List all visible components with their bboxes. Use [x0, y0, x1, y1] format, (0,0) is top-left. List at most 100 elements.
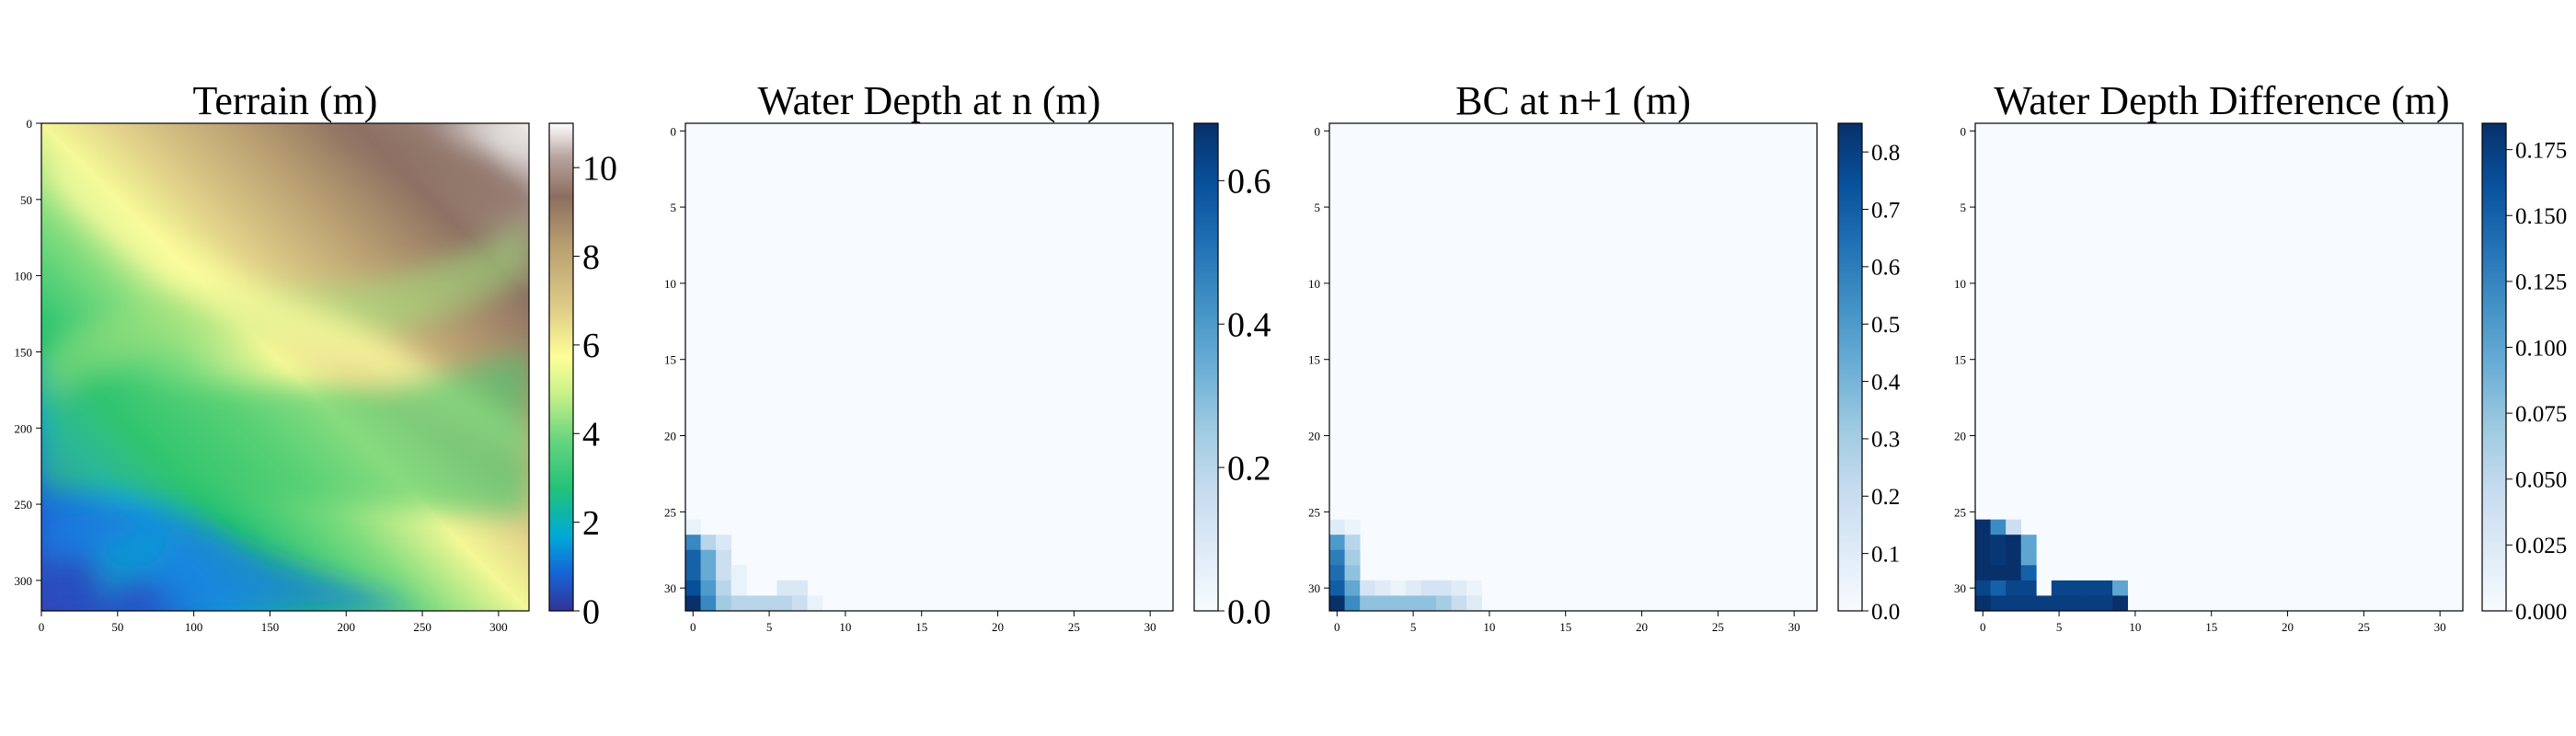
- y-tick-label: 30: [1308, 581, 1320, 595]
- y-tick-label: 0: [27, 117, 33, 131]
- colorbar-tick-label: 0.075: [2515, 402, 2567, 427]
- colorbar-tick-label: 0.8: [1871, 141, 1900, 166]
- x-tick-label: 200: [338, 620, 356, 634]
- y-tick-label: 250: [15, 498, 33, 512]
- heatmap-cell: [1344, 535, 1361, 551]
- colorbar-tick-label: 0.5: [1871, 313, 1900, 338]
- heatmap-cell: [1990, 595, 2007, 612]
- heatmap-cell: [1329, 565, 1345, 581]
- heatmap-background: [1329, 123, 1817, 611]
- heatmap-cell: [2006, 595, 2022, 612]
- heatmap-cell: [685, 565, 701, 581]
- heatmap-cell: [1466, 595, 1483, 612]
- y-tick-label: 5: [671, 201, 677, 214]
- heatmap-cell: [1360, 580, 1376, 596]
- x-tick-label: 10: [1483, 620, 1495, 634]
- heatmap-cell: [2066, 595, 2083, 612]
- heatmap-cell: [1435, 580, 1452, 596]
- colorbar-tick-label: 0.100: [2515, 336, 2567, 361]
- y-tick-label: 20: [1954, 430, 1966, 443]
- heatmap-cell: [1975, 535, 1991, 551]
- heatmap-cell: [1420, 580, 1437, 596]
- colorbar-tick-label: 0.4: [1227, 306, 1271, 345]
- x-tick-label: 5: [1410, 620, 1417, 634]
- colorbar: [1837, 122, 1863, 612]
- colorbar-tick-label: 0.125: [2515, 270, 2567, 295]
- colorbar-tick-label: 0.175: [2515, 138, 2567, 163]
- y-tick-label: 30: [664, 581, 676, 595]
- colorbar-ticks: 0.0 0.1 0.2 0.3 0.4 0.5 0.6 0.7 0.8: [1862, 141, 1901, 625]
- heatmap-cell: [700, 535, 717, 551]
- heatmap-cell: [716, 565, 732, 581]
- colorbar-tick-label: 0: [582, 592, 600, 631]
- x-tick-label: 15: [915, 620, 927, 634]
- chart-title: Terrain (m): [193, 78, 378, 123]
- heatmap-cell: [716, 580, 732, 596]
- heatmap-cell: [716, 595, 732, 612]
- heatmap-cell: [685, 549, 701, 566]
- colorbar-tick-label: 0.150: [2515, 204, 2567, 229]
- x-tick-label: 25: [1712, 620, 1724, 634]
- heatmap-cell: [685, 519, 701, 535]
- y-tick-label: 15: [1954, 353, 1966, 367]
- colorbar-ticks: 0.0 0.2 0.4 0.6: [1218, 163, 1271, 631]
- colorbar: [548, 122, 574, 612]
- heatmap-cell: [1405, 595, 1421, 612]
- y-tick-label: 300: [15, 574, 33, 588]
- heatmap-cell: [2020, 580, 2037, 596]
- heatmap-cell: [1344, 565, 1361, 581]
- heatmap-cell: [1344, 580, 1361, 596]
- y-tick-label: 5: [1315, 201, 1321, 214]
- heatmap-cell: [2020, 549, 2037, 566]
- terrain-panel: Terrain (m) 0 50 100 150 200 250 300 050100150…: [15, 78, 618, 634]
- colorbar-tick-label: 0.4: [1871, 370, 1901, 395]
- x-tick-label: 250: [413, 620, 431, 634]
- heatmap-cell: [776, 595, 793, 612]
- y-tick-label: 25: [1954, 505, 1966, 519]
- heatmap-cell: [2051, 595, 2067, 612]
- heatmap-cell: [807, 595, 823, 612]
- heatmap-cell: [1990, 580, 2007, 596]
- y-tick-label: 200: [15, 421, 33, 435]
- colorbar-tick-label: 0.050: [2515, 468, 2567, 493]
- y-tick-label: 15: [664, 353, 676, 367]
- chart-title: BC at n+1 (m): [1455, 78, 1691, 123]
- heatmap-cell: [2081, 595, 2098, 612]
- heatmap-cell: [1329, 519, 1345, 535]
- heatmap-cell: [2066, 580, 2083, 596]
- heatmap-cell: [2006, 580, 2022, 596]
- heatmap-cell: [2006, 549, 2022, 566]
- x-tick-label: 0: [39, 620, 45, 634]
- y-tick-label: 15: [1308, 353, 1320, 367]
- heatmap-cell: [2020, 535, 2037, 551]
- chart-title: Water Depth Difference (m): [1994, 78, 2449, 123]
- x-tick-label: 0: [1980, 620, 1986, 634]
- colorbar: [1193, 122, 1219, 612]
- x-tick-label: 50: [111, 620, 123, 634]
- heatmap-cell: [1344, 519, 1361, 535]
- x-tick-label: 0: [690, 620, 696, 634]
- heatmap-cell: [2006, 565, 2022, 581]
- x-axis: 0 5 10 15 20 25 30: [1980, 611, 2446, 634]
- heatmap-cell: [2112, 595, 2129, 612]
- colorbar-tick-label: 0.6: [1227, 163, 1271, 201]
- heatmap-cell: [1344, 549, 1361, 566]
- y-tick-label: 0: [671, 124, 677, 138]
- chart-title: Water Depth at n (m): [758, 78, 1101, 123]
- y-tick-label: 10: [664, 277, 676, 291]
- x-tick-label: 150: [261, 620, 280, 634]
- colorbar-tick-label: 0.1: [1871, 542, 1900, 567]
- heatmap-cell: [1975, 595, 1991, 612]
- heatmap-cell: [746, 595, 763, 612]
- heatmap-cell: [1420, 595, 1437, 612]
- heatmap-cell: [1329, 595, 1345, 612]
- heatmap-cell: [685, 595, 701, 612]
- y-axis: 0 5 10 15 20 25 30: [1954, 124, 1975, 595]
- heatmap-cell: [1990, 519, 2007, 535]
- y-tick-label: 0: [1961, 124, 1967, 138]
- heatmap-cell: [2097, 595, 2113, 612]
- heatmap-cell: [1329, 580, 1345, 596]
- heatmap-cell: [2112, 580, 2129, 596]
- y-tick-label: 30: [1954, 581, 1966, 595]
